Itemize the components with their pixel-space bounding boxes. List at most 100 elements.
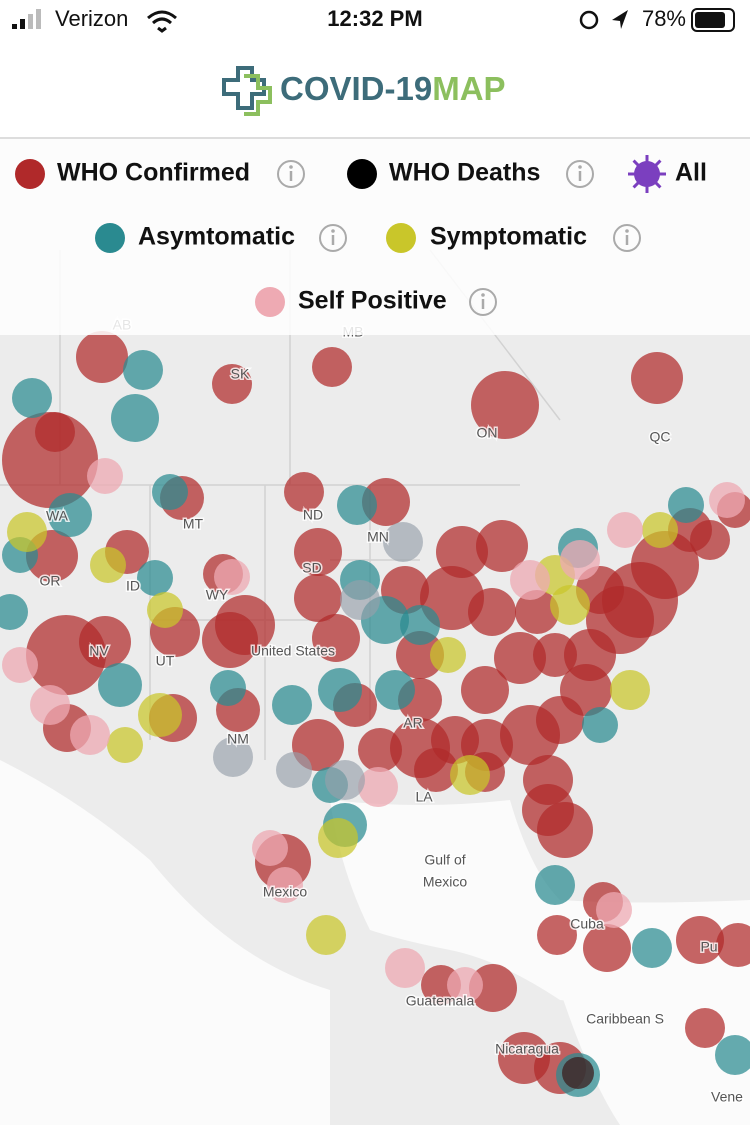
case-circle[interactable] — [582, 707, 618, 743]
legend-swatch[interactable] — [347, 159, 377, 189]
case-circle[interactable] — [447, 967, 483, 1003]
case-circle[interactable] — [318, 668, 362, 712]
case-circle[interactable] — [276, 752, 312, 788]
case-circle[interactable] — [202, 612, 258, 668]
case-circle[interactable] — [267, 867, 303, 903]
case-circle[interactable] — [107, 727, 143, 763]
case-circle[interactable] — [272, 685, 312, 725]
case-circle[interactable] — [252, 830, 288, 866]
case-circle[interactable] — [325, 760, 365, 800]
case-circle[interactable] — [213, 737, 253, 777]
case-circle[interactable] — [562, 1057, 594, 1089]
case-circle[interactable] — [123, 350, 163, 390]
case-circle[interactable] — [147, 592, 183, 628]
legend-label[interactable]: WHO Deaths — [389, 159, 540, 187]
case-circle[interactable] — [76, 331, 128, 383]
legend-swatch[interactable] — [95, 223, 125, 253]
info-icon[interactable] — [566, 160, 594, 188]
case-circle[interactable] — [716, 923, 750, 967]
legend-label[interactable]: Self Positive — [298, 287, 447, 315]
legend-all-icon[interactable] — [634, 161, 660, 187]
case-circle[interactable] — [137, 560, 173, 596]
case-circle[interactable] — [30, 685, 70, 725]
case-circle[interactable] — [7, 512, 47, 552]
case-circle[interactable] — [284, 472, 324, 512]
case-circle[interactable] — [138, 693, 182, 737]
case-circle[interactable] — [430, 637, 466, 673]
case-circle[interactable] — [535, 865, 575, 905]
case-circle[interactable] — [312, 347, 352, 387]
case-circle[interactable] — [35, 412, 75, 452]
info-icon[interactable] — [319, 224, 347, 252]
case-circle[interactable] — [414, 748, 458, 792]
case-circle[interactable] — [48, 493, 92, 537]
legend-swatch[interactable] — [386, 223, 416, 253]
case-circle[interactable] — [294, 574, 342, 622]
case-circle[interactable] — [510, 560, 550, 600]
case-circle[interactable] — [318, 818, 358, 858]
case-circle[interactable] — [385, 948, 425, 988]
case-circle[interactable] — [26, 615, 106, 695]
case-circle[interactable] — [536, 696, 584, 744]
case-circle[interactable] — [312, 614, 360, 662]
case-circle[interactable] — [632, 928, 672, 968]
case-circle[interactable] — [383, 522, 423, 562]
case-circle[interactable] — [358, 728, 402, 772]
case-circle[interactable] — [469, 964, 517, 1012]
case-circle[interactable] — [596, 892, 632, 928]
case-circle[interactable] — [668, 487, 704, 523]
case-circle[interactable] — [210, 670, 246, 706]
info-icon[interactable] — [469, 288, 497, 316]
case-circle[interactable] — [685, 1008, 725, 1048]
case-circle[interactable] — [676, 916, 724, 964]
case-circle[interactable] — [709, 482, 745, 518]
case-circle[interactable] — [90, 547, 126, 583]
case-circle[interactable] — [340, 580, 380, 620]
case-circle[interactable] — [494, 632, 546, 684]
case-circle[interactable] — [98, 663, 142, 707]
legend-label[interactable]: Asymtomatic — [138, 223, 295, 251]
case-circle[interactable] — [450, 755, 490, 795]
case-circle[interactable] — [396, 631, 444, 679]
case-circle[interactable] — [537, 802, 593, 858]
case-circle[interactable] — [550, 585, 590, 625]
legend-label[interactable]: WHO Confirmed — [57, 159, 250, 187]
legend-label[interactable]: Symptomatic — [430, 223, 587, 251]
case-circle[interactable] — [12, 378, 52, 418]
legend-swatch[interactable] — [15, 159, 45, 189]
case-circle[interactable] — [533, 633, 577, 677]
case-circle[interactable] — [0, 594, 28, 630]
legend-swatch[interactable] — [255, 287, 285, 317]
case-circle[interactable] — [212, 364, 252, 404]
case-circle[interactable] — [471, 371, 539, 439]
case-circle[interactable] — [400, 605, 440, 645]
case-circle[interactable] — [642, 512, 678, 548]
case-circle[interactable] — [111, 394, 159, 442]
legend-label[interactable]: All — [675, 159, 707, 187]
case-circle[interactable] — [2, 647, 38, 683]
case-circle[interactable] — [583, 924, 631, 972]
case-circle[interactable] — [214, 559, 250, 595]
case-circle[interactable] — [306, 915, 346, 955]
info-icon[interactable] — [277, 160, 305, 188]
case-circle[interactable] — [70, 715, 110, 755]
case-circle[interactable] — [152, 474, 188, 510]
case-circle[interactable] — [476, 520, 528, 572]
case-circle[interactable] — [337, 485, 377, 525]
case-circle[interactable] — [537, 915, 577, 955]
case-circle[interactable] — [87, 458, 123, 494]
case-circle[interactable] — [468, 588, 516, 636]
case-circle[interactable] — [715, 1035, 750, 1075]
case-circle[interactable] — [294, 528, 342, 576]
case-circle[interactable] — [358, 767, 398, 807]
case-circle[interactable] — [375, 670, 415, 710]
case-circle[interactable] — [560, 540, 600, 580]
case-circle[interactable] — [607, 512, 643, 548]
case-circle[interactable] — [631, 352, 683, 404]
case-circle[interactable] — [610, 670, 650, 710]
case-circle[interactable] — [461, 666, 509, 714]
case-circle[interactable] — [515, 590, 559, 634]
case-circle[interactable] — [436, 526, 488, 578]
info-icon[interactable] — [613, 224, 641, 252]
case-circle[interactable] — [690, 520, 730, 560]
